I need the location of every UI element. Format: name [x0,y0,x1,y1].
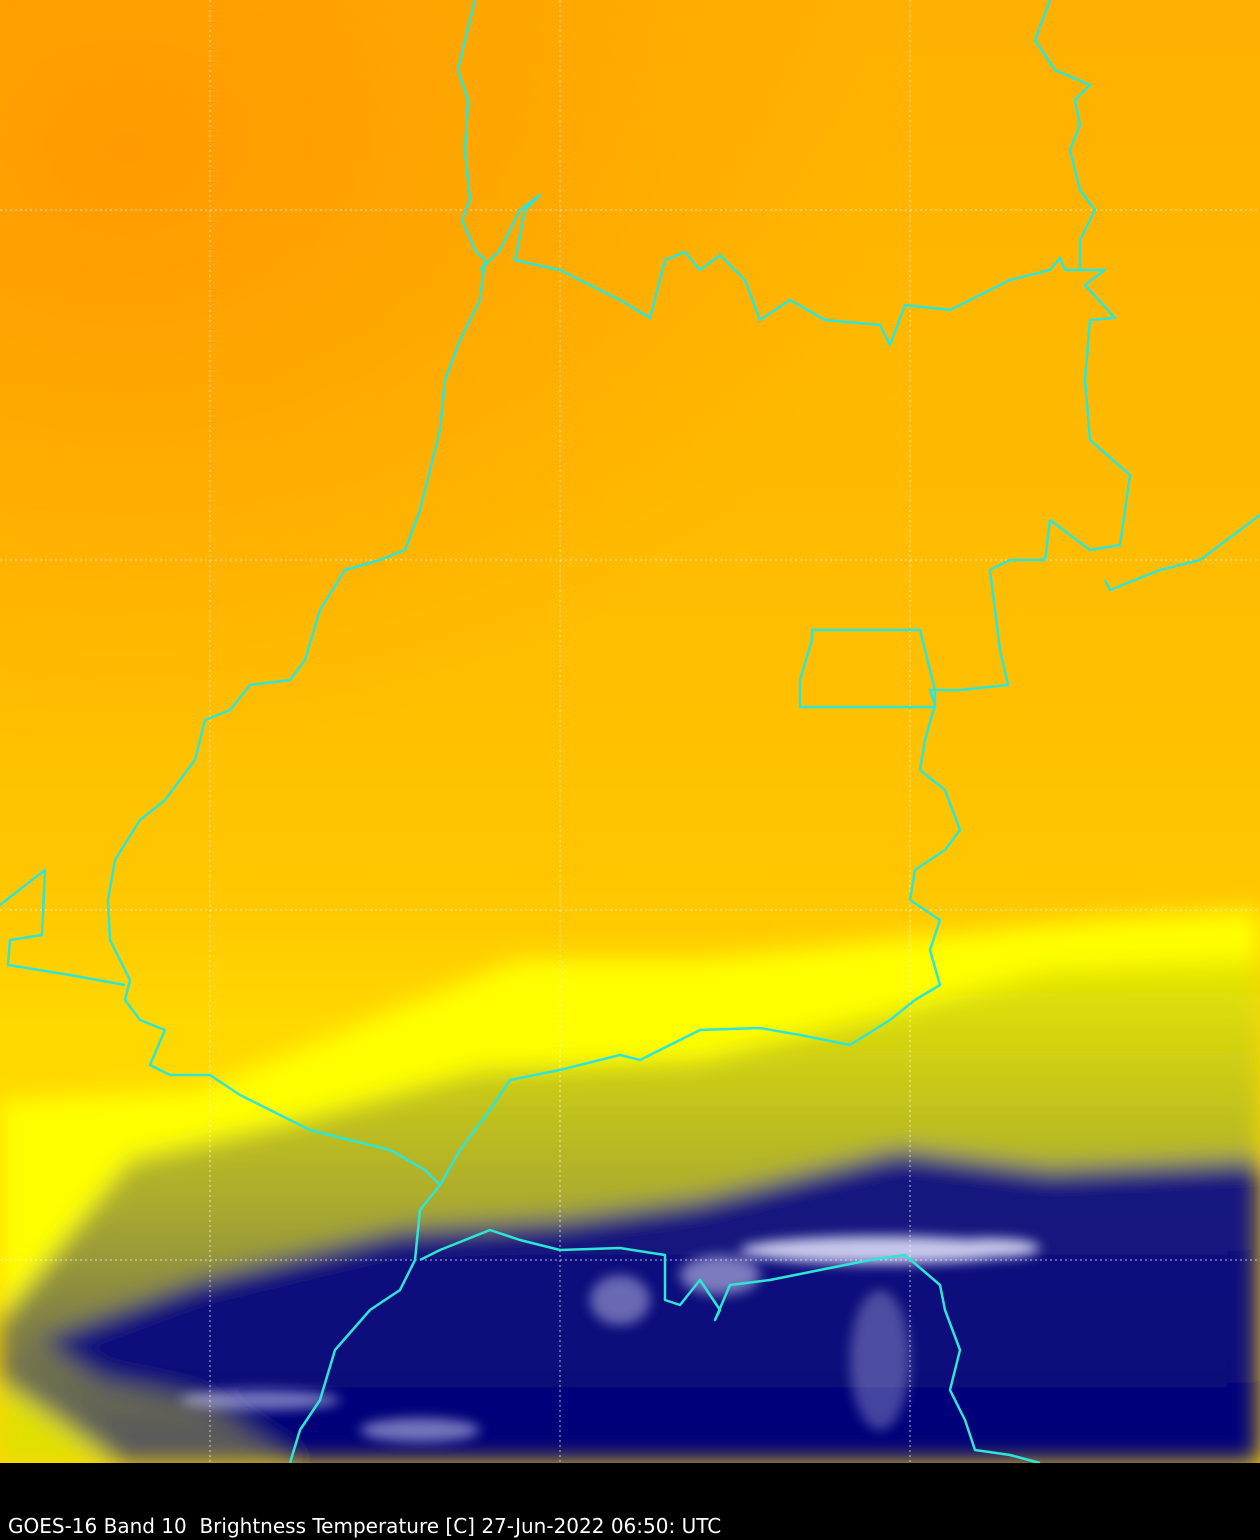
cloud-bands [0,910,1260,1463]
borders [0,0,1260,1463]
satellite-map [0,0,1260,1463]
caption: GOES-16 Band 10 Brightness Temperature [… [8,1514,722,1538]
grid [0,0,1260,1463]
